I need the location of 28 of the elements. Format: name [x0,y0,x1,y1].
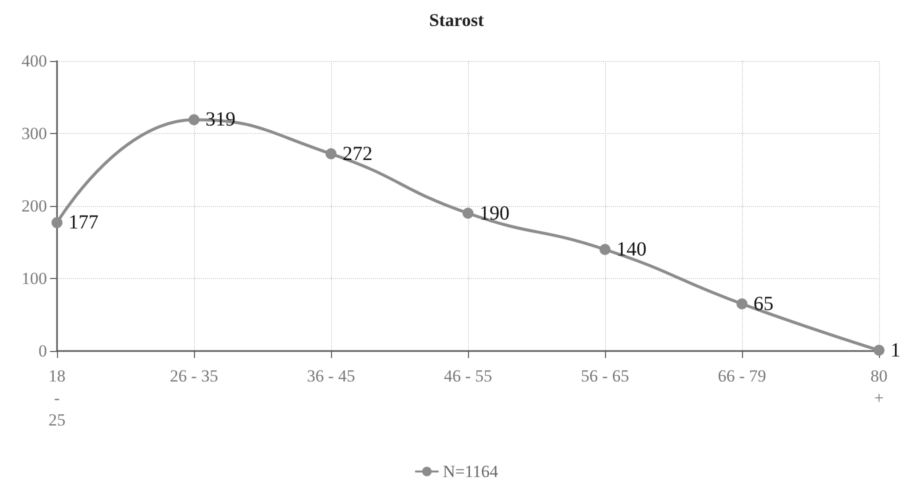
data-label: 140 [616,238,646,260]
y-tick-label: 200 [22,196,47,216]
data-label: 319 [206,108,236,131]
x-tick-label: 80 + [870,366,888,408]
data-label: 65 [754,292,774,315]
x-tick-label: 46 - 55 [444,366,492,386]
point [874,344,884,356]
y-tick-label: 400 [22,52,47,70]
x-tick-label: 18 - 25 [48,366,66,430]
point [736,298,748,310]
point [462,208,474,219]
chart-title: Starost [429,10,484,30]
legend-label: N=1164 [442,462,499,481]
point [52,217,62,228]
y-tick-label: 300 [22,124,47,143]
data-label: 272 [342,142,372,165]
data-label: 177 [68,212,98,234]
x-tick-label: 36 - 45 [306,366,356,386]
y-tick-label: 100 [22,269,47,288]
data-label: 1 [890,339,900,362]
point [326,148,336,160]
y-tick-label: 0 [38,342,47,360]
x-tick-label: 26 - 35 [170,366,218,386]
point [188,114,200,126]
point [600,244,610,255]
data-label: 190 [480,202,510,224]
x-tick-label: 66 - 79 [718,366,766,386]
x-tick-label: 56 - 65 [580,366,630,386]
